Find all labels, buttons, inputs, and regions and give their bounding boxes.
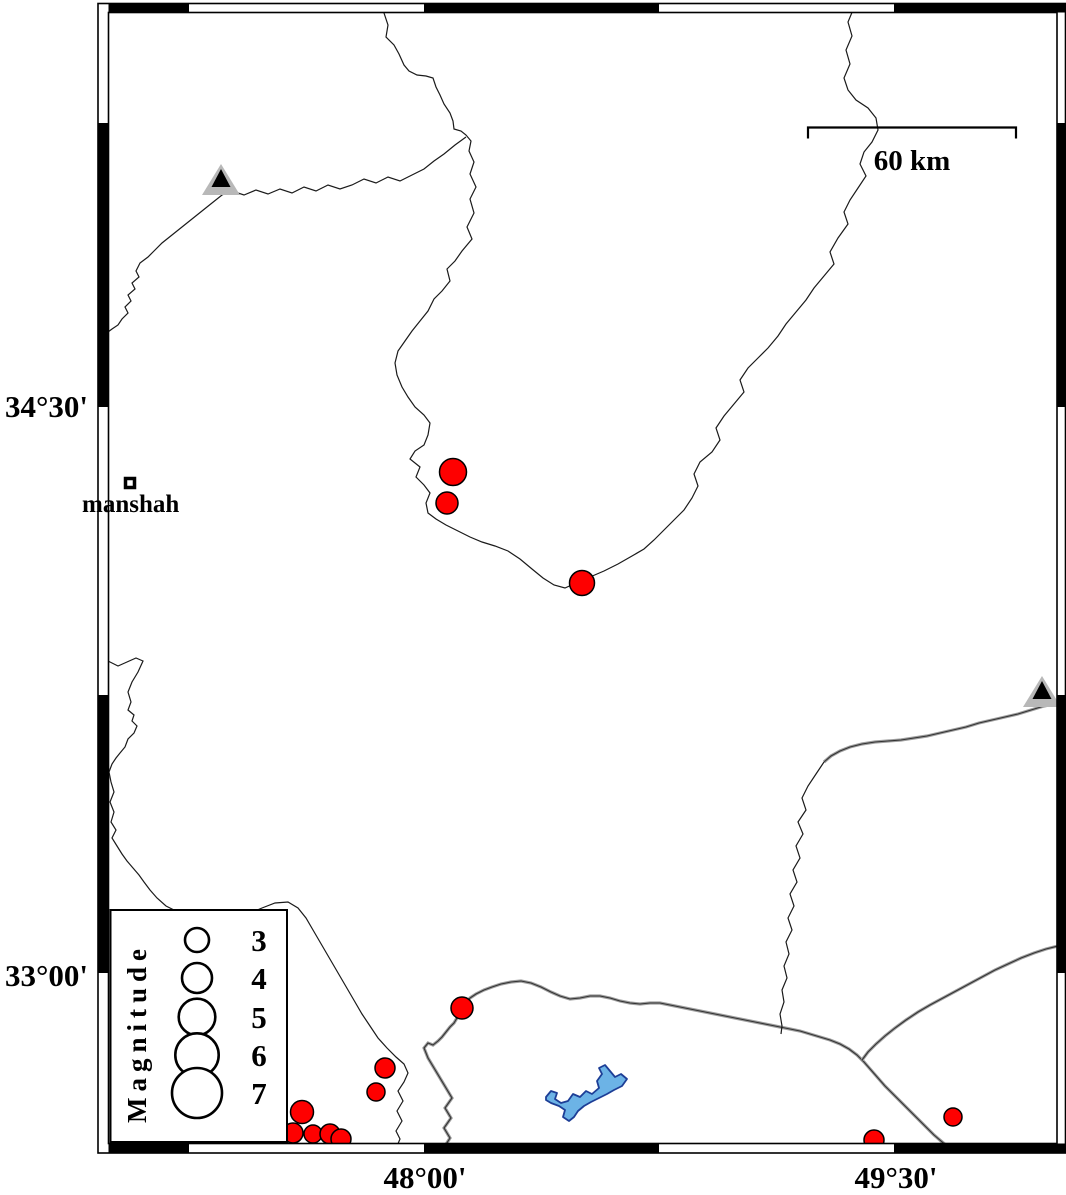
- frame-tick-segment: [108, 3, 189, 13]
- legend-magnitude-circle: [180, 961, 214, 995]
- city-square-inner: [127, 480, 133, 486]
- legend-magnitude-circle: [170, 1066, 224, 1120]
- station-triangle-inner: [211, 169, 231, 187]
- lake: [545, 1064, 628, 1122]
- boundary-line: [109, 136, 467, 332]
- frame-tick-segment: [1057, 123, 1066, 407]
- boundary-line-double-core: [423, 980, 945, 1144]
- earthquake-marker: [568, 569, 596, 597]
- frame-tick-segment: [98, 695, 109, 973]
- boundary-line-double: [860, 944, 1057, 1061]
- frame-tick-segment: [424, 3, 659, 13]
- magnitude-legend: [109, 909, 288, 1143]
- legend-value-6: 6: [251, 1038, 267, 1073]
- station-triangle-inner: [1032, 681, 1052, 699]
- frame-tick-segment: [98, 123, 109, 407]
- scale-bar-line: [806, 126, 1018, 139]
- legend-value-4: 4: [251, 961, 267, 996]
- earthquake-marker: [863, 1129, 885, 1144]
- earthquake-marker: [943, 1107, 963, 1127]
- boundary-line-double: [422, 979, 947, 1144]
- boundary-line-double-core: [861, 945, 1057, 1061]
- earthquake-marker: [330, 1128, 352, 1144]
- scale-bar: [806, 126, 1018, 139]
- city-label: manshah: [82, 491, 179, 518]
- legend-magnitude-circle: [177, 997, 217, 1037]
- lat-tick-label-34-30: 34°30': [5, 389, 88, 424]
- lat-tick-label-33-00: 33°00': [5, 958, 88, 993]
- earthquake-marker: [366, 1082, 386, 1102]
- legend-value-7: 7: [251, 1076, 267, 1111]
- text-labels: 34°30' 33°00' 48°00' 49°30' 60 km manshah Magn…: [5, 145, 950, 1195]
- lon-tick-label-49-30: 49°30': [854, 1160, 937, 1195]
- legend-magnitude-circle: [183, 926, 211, 954]
- earthquake-marker: [450, 996, 474, 1020]
- frame-tick-segment: [894, 1143, 1066, 1153]
- frame-tick-segment: [108, 1143, 189, 1153]
- boundary-line: [383, 13, 879, 589]
- earthquake-marker: [374, 1057, 396, 1079]
- frame-tick-segment: [424, 1143, 659, 1153]
- earthquake-marker: [289, 1099, 315, 1125]
- boundary-line-double-core: [823, 702, 1057, 763]
- boundary-line: [109, 657, 409, 1144]
- legend-value-5: 5: [251, 1000, 267, 1035]
- frame-inner-border: [107, 11, 1058, 1145]
- boundary-line: [779, 761, 825, 1035]
- legend-value-3: 3: [251, 923, 267, 958]
- lon-tick-label-48-00: 48°00': [383, 1160, 466, 1195]
- frame-tick-segment: [894, 3, 1066, 13]
- map-content-layer: [109, 13, 1057, 1144]
- frame-tick-segment: [1057, 695, 1066, 973]
- scale-bar-label: 60 km: [874, 145, 951, 177]
- earthquake-marker: [435, 491, 459, 515]
- legend-title: Magnitude: [122, 943, 152, 1123]
- earthquake-marker: [438, 457, 468, 487]
